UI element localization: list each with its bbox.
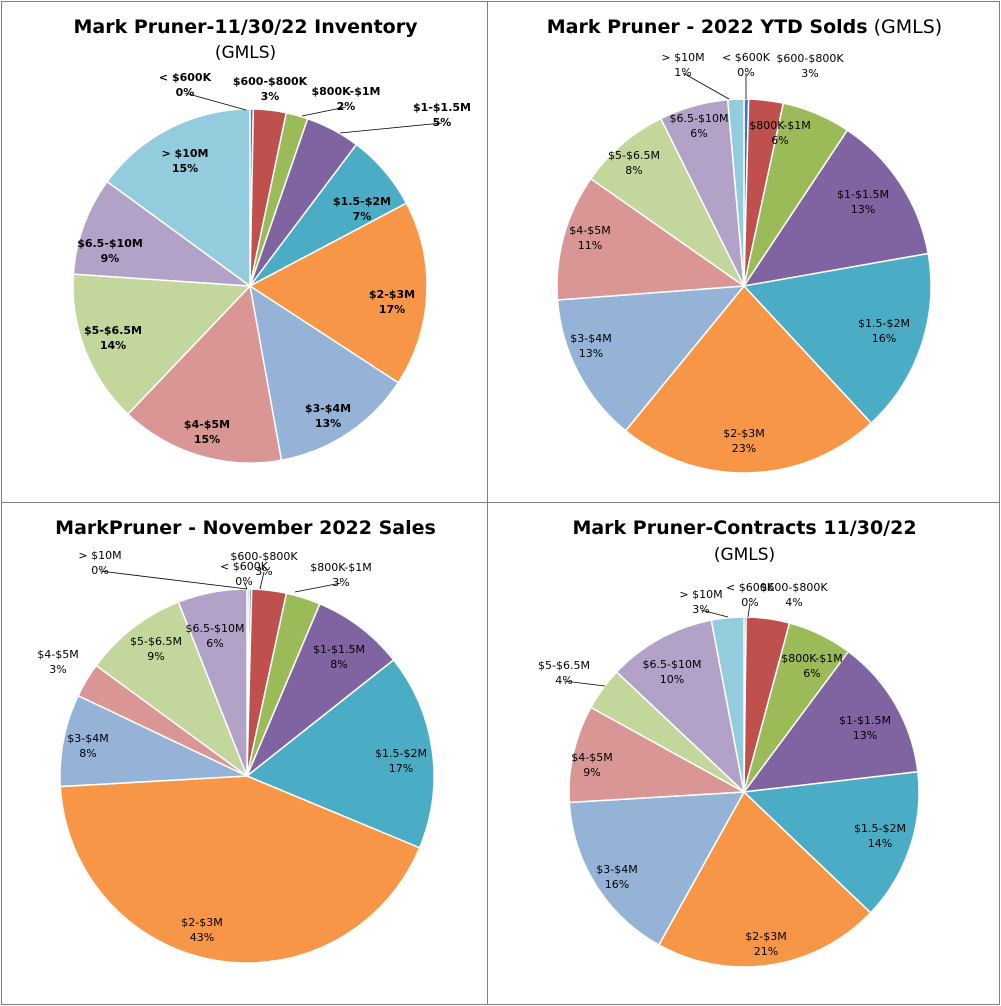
chart-title: Mark Pruner-Contracts 11/30/22 xyxy=(572,517,916,539)
pie-slice-6-5-10m xyxy=(615,619,746,795)
slice-label-3-4m: $3-$4M 13% xyxy=(570,332,611,360)
slice-label-3-4m: $3-$4M 16% xyxy=(596,863,637,891)
slice-label-6-5-10m: $6.5-$10M 6% xyxy=(670,112,729,140)
slice-label-5-6-5m: $5-$6.5M 14% xyxy=(84,324,142,352)
pie-slice-4-5m xyxy=(556,177,747,301)
pie-slice-3-4m xyxy=(556,285,746,432)
leader-line-gt-10m xyxy=(700,609,729,618)
pie-slice-1-5-2m xyxy=(742,252,932,425)
pie-slice-2-3m xyxy=(248,202,428,384)
slice-label-600-800k: $600-$800K 3% xyxy=(776,52,844,80)
leader-line-1-1-5m xyxy=(339,122,443,134)
slice-label-2-3m: $2-$3M 23% xyxy=(723,427,764,455)
slice-label-gt-10m: > $10M 3% xyxy=(679,588,722,616)
slice-label-2-3m: $2-$3M 17% xyxy=(369,288,415,316)
leader-line-800k-1m xyxy=(294,582,342,593)
slice-label-1-5-2m: $1.5-$2M 7% xyxy=(333,195,391,223)
slice-label-2-3m: $2-$3M 21% xyxy=(745,930,786,958)
pie-chart-svg: Mark Pruner - 2022 YTD Solds (GMLS) < $60… xyxy=(547,16,942,474)
leader-line-800k-1m xyxy=(301,106,347,117)
leader-line-lt-600k xyxy=(747,602,751,618)
slice-label-1-1-5m: $1-$1.5M 13% xyxy=(839,714,891,742)
pie-slice-1-1-5m xyxy=(742,129,930,288)
leader-line-600-800k xyxy=(259,571,265,590)
slice-label-lt-600k: < $600K 0% xyxy=(722,51,771,79)
chart-subtitle: (GMLS) xyxy=(215,43,276,63)
leader-line-5-6-5m xyxy=(563,680,606,687)
pie-slice-5-6-5m xyxy=(95,601,249,779)
chart-title: Mark Pruner - 2022 YTD Solds (GMLS) xyxy=(547,16,942,38)
pie-slice-1-1-5m xyxy=(246,602,395,777)
chart-panel-november-sales: MarkPruner - November 2022 Sales > $10M 0%… xyxy=(1,502,488,1005)
pie-slice-4-5m xyxy=(126,284,283,464)
slice-label-1-5-2m: $1.5-$2M 17% xyxy=(375,747,427,775)
pie-slice-1-5-2m xyxy=(742,770,920,914)
pie-slice-2-3m xyxy=(657,790,872,968)
slice-label-3-4m: $3-$4M 13% xyxy=(305,402,351,430)
slice-label-5-6-5m: $5-$6.5M 4% xyxy=(538,659,590,687)
slice-label-lt-600k: < $600K 0% xyxy=(220,560,269,588)
leader-line-gt-10m xyxy=(99,570,248,590)
slice-label-1-1-5m: $1-$1.5M 5% xyxy=(413,101,471,129)
chart-subtitle: (GMLS) xyxy=(714,545,775,565)
pie-chart-svg: Mark Pruner-11/30/22 Inventory (GMLS)< $6… xyxy=(72,16,471,464)
slice-label-800k-1m: $800K-$1M 3% xyxy=(310,561,372,589)
slice-label-4-5m: $4-$5M 15% xyxy=(184,418,230,446)
pie-slice-3-4m xyxy=(568,791,746,946)
pie-slice-5-6-5m xyxy=(72,273,252,416)
chart-panel-contracts: Mark Pruner-Contracts 11/30/22 (GMLS) < $6… xyxy=(487,502,1000,1005)
slice-label-800k-1m: $800K-$1M 6% xyxy=(781,652,843,680)
slice-label-gt-10m: > $10M 1% xyxy=(661,51,704,79)
pie-slice-gt-10m xyxy=(710,616,745,793)
chart-title: MarkPruner - November 2022 Sales xyxy=(55,517,436,539)
slice-label-6-5-10m: $6.5-$10M 10% xyxy=(643,658,702,686)
slice-label-600-800k: $600-$800K 3% xyxy=(230,550,298,578)
pie-slice-2-3m xyxy=(624,284,873,474)
leader-line-lt-600k xyxy=(184,92,247,111)
pie-slice-3-4m xyxy=(248,284,400,462)
slice-label-3-4m: $3-$4M 8% xyxy=(67,732,108,760)
pie-chart-svg: MarkPruner - November 2022 Sales > $10M 0%… xyxy=(37,517,436,964)
chart-panel-inventory: Mark Pruner-11/30/22 Inventory (GMLS) < $6… xyxy=(1,1,488,503)
slice-label-lt-600k: < $600K 0% xyxy=(726,581,775,609)
slice-label-1-5-2m: $1.5-$2M 14% xyxy=(854,822,906,850)
slice-label-6-5-10m: $6.5-$10M 9% xyxy=(77,237,143,265)
pie-slice-5-6-5m xyxy=(589,117,745,287)
slice-label-5-6-5m: $5-$6.5M 9% xyxy=(130,635,182,663)
pie-slice-6-5-10m xyxy=(72,180,253,287)
slice-label-600-800k: $600-$800K 3% xyxy=(233,75,308,103)
pie-slice-3-4m xyxy=(59,694,248,788)
slice-label-800k-1m: $800K-$1M 6% xyxy=(749,119,811,147)
slice-label-4-5m: $4-$5M 3% xyxy=(37,648,78,676)
slice-label-2-3m: $2-$3M 43% xyxy=(181,916,222,944)
slice-label-1-1-5m: $1-$1.5M 8% xyxy=(313,643,365,671)
pie-slice-gt-10m xyxy=(106,108,251,288)
slice-label-800k-1m: $800K-$1M 2% xyxy=(311,85,380,113)
pie-slice-gt-10m xyxy=(726,98,745,287)
pie-slice-1-5-2m xyxy=(245,658,435,849)
slice-label-lt-600k: < $600K 0% xyxy=(159,71,212,99)
chart-title: Mark Pruner-11/30/22 Inventory xyxy=(74,16,419,38)
pie-slice-2-3m xyxy=(59,775,421,964)
slice-label-1-1-5m: $1-$1.5M 13% xyxy=(837,188,889,216)
pie-slice-4-5m xyxy=(568,706,747,804)
slice-label-4-5m: $4-$5M 9% xyxy=(571,751,612,779)
slice-label-gt-10m: > $10M 0% xyxy=(78,549,121,577)
slice-label-5-6-5m: $5-$6.5M 8% xyxy=(608,149,660,177)
slice-label-6-5-10m: $6.5-$10M 6% xyxy=(186,622,245,650)
slice-label-4-5m: $4-$5M 11% xyxy=(569,224,610,252)
leader-line-lt-600k xyxy=(243,581,248,590)
slice-label-gt-10m: > $10M 15% xyxy=(162,147,209,175)
chart-panel-ytd-solds: Mark Pruner - 2022 YTD Solds (GMLS) < $60… xyxy=(487,1,1000,503)
leader-line-gt-10m xyxy=(682,72,730,100)
pie-chart-svg: Mark Pruner-Contracts 11/30/22 (GMLS) < $6… xyxy=(538,517,920,968)
pie-slice-1-1-5m xyxy=(742,650,919,793)
slice-label-600-800k: $600-$800K 4% xyxy=(760,581,828,609)
slice-label-1-5-2m: $1.5-$2M 16% xyxy=(858,317,910,345)
